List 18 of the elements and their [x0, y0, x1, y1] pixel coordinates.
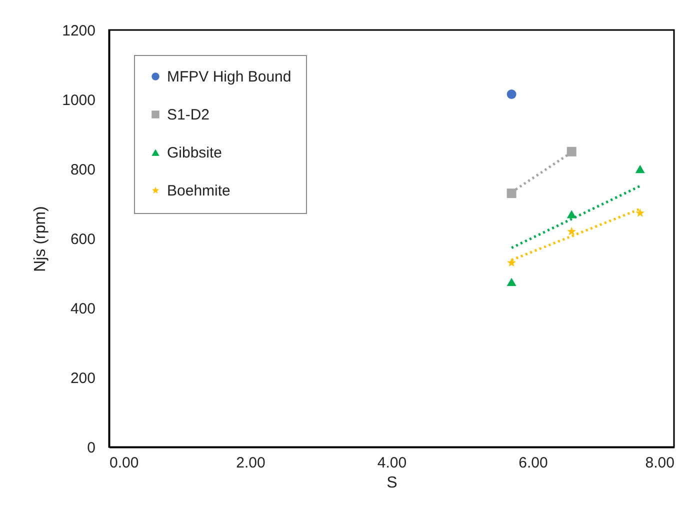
y-tick-label: 400 — [70, 300, 96, 318]
legend-label: Boehmite — [167, 182, 230, 200]
legend-label: Gibbsite — [167, 144, 222, 162]
legend-label: MFPV High Bound — [167, 68, 292, 86]
y-tick-label: 800 — [70, 162, 96, 178]
y-tick-label: 1000 — [62, 92, 96, 109]
legend-label: S1-D2 — [167, 106, 210, 124]
x-tick-label: 4.00 — [377, 454, 407, 472]
y-tick-label: 600 — [70, 231, 96, 248]
x-tick-label: 8.00 — [645, 454, 674, 472]
y-tick-label: 200 — [70, 370, 96, 387]
x-tick-label: 2.00 — [236, 454, 266, 472]
y-axis-title: Njs (rpm) — [32, 206, 50, 272]
x-tick-label: 6.00 — [518, 454, 548, 472]
y-tick-label: 1200 — [62, 22, 96, 40]
x-axis-title: S — [386, 474, 398, 492]
y-tick-label: 0 — [87, 440, 96, 456]
x-tick-label: 0.00 — [110, 454, 139, 472]
